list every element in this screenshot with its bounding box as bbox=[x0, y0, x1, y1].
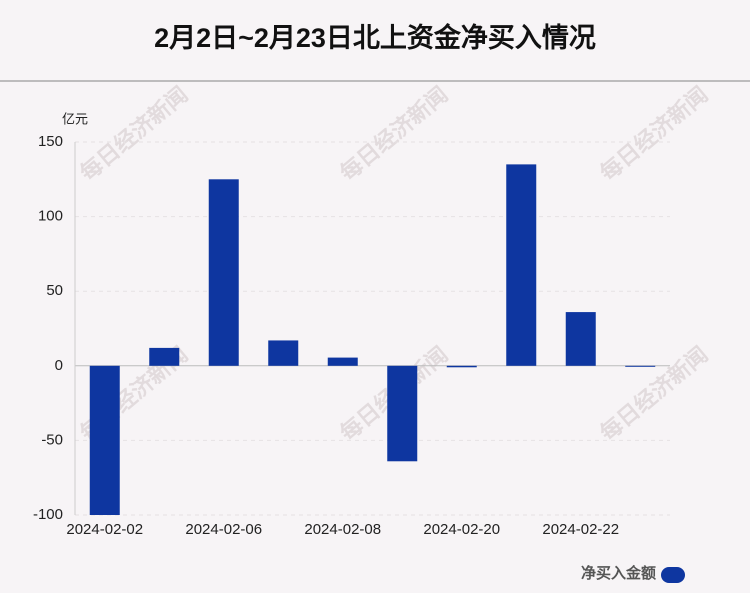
bar bbox=[327, 357, 358, 366]
bar bbox=[506, 164, 537, 366]
legend-swatch bbox=[661, 567, 685, 583]
chart-title: 2月2日~2月23日北上资金净买入情况 bbox=[154, 22, 596, 53]
x-tick-label: 2024-02-20 bbox=[423, 521, 500, 538]
x-tick-label: 2024-02-22 bbox=[542, 521, 619, 538]
bar bbox=[268, 340, 299, 366]
bar bbox=[625, 365, 656, 367]
y-tick-label: 50 bbox=[46, 282, 63, 299]
bar bbox=[446, 365, 477, 368]
bar bbox=[89, 365, 120, 515]
bar bbox=[149, 347, 180, 366]
y-tick-label: 150 bbox=[38, 133, 63, 150]
y-tick-label: 100 bbox=[38, 208, 63, 225]
y-tick-label: 0 bbox=[55, 357, 63, 374]
bar bbox=[565, 312, 596, 366]
bar bbox=[208, 179, 239, 366]
y-unit: 亿元 bbox=[62, 111, 88, 126]
bar bbox=[387, 365, 418, 462]
legend-label: 净买入金额 bbox=[581, 564, 656, 582]
y-tick-label: -50 bbox=[41, 431, 63, 448]
x-tick-label: 2024-02-02 bbox=[66, 521, 143, 538]
x-tick-label: 2024-02-08 bbox=[304, 521, 381, 538]
x-tick-label: 2024-02-06 bbox=[185, 521, 262, 538]
y-tick-label: -100 bbox=[33, 506, 63, 523]
